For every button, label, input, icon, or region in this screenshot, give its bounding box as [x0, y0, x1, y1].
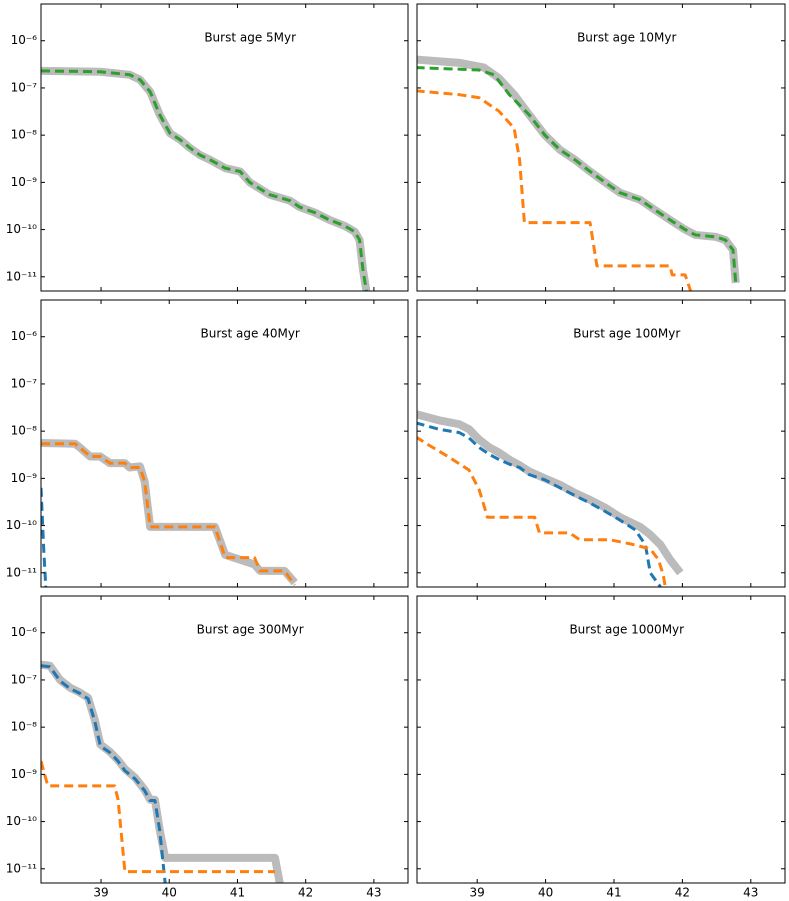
x-tick-label: 42	[298, 886, 313, 900]
line-series	[41, 760, 275, 874]
axes-frame	[416, 3, 786, 292]
x-tick-label: 39	[93, 886, 108, 900]
y-tick-label: 10⁻⁷	[11, 672, 38, 686]
plot-area	[41, 66, 371, 291]
panel-title: Burst age 100Myr	[573, 327, 680, 341]
x-tick-label: 40	[162, 886, 177, 900]
y-tick-label: 10⁻¹⁰	[6, 518, 37, 532]
panel: 10⁻⁶ 10⁻⁷ 10⁻⁸ 10⁻⁹ 10⁻¹⁰ 10⁻¹¹ Burst age 5Myr	[6, 3, 409, 292]
line-series	[41, 69, 368, 291]
y-tick-label: 10⁻¹⁰	[6, 814, 37, 828]
axes-frame	[40, 595, 409, 884]
axes-frame	[416, 595, 786, 884]
panel: 39 40 41 42 43 Burst age 1000Myr	[416, 595, 786, 900]
x-tick-label: 39	[470, 886, 485, 900]
line-series	[417, 89, 693, 291]
panel: 10⁻⁶ 10⁻⁷ 10⁻⁸ 10⁻⁹ 10⁻¹⁰ 10⁻¹¹ 39 40 41 42 43 Burs…	[6, 595, 409, 900]
panel: Burst age 10Myr	[416, 3, 786, 292]
axes-frame	[40, 3, 409, 292]
panel-title: Burst age 40Myr	[201, 327, 300, 341]
line-series	[417, 66, 738, 284]
y-tick-label: 10⁻⁸	[11, 128, 38, 142]
x-tick-label: 41	[606, 886, 621, 900]
y-tick-label: 10⁻⁹	[11, 471, 38, 485]
line-series	[41, 487, 48, 587]
y-tick-label: 10⁻¹¹	[6, 861, 37, 875]
y-tick-label: 10⁻⁶	[11, 625, 38, 639]
line-series	[417, 421, 662, 587]
y-tick-label: 10⁻¹⁰	[6, 222, 37, 236]
x-tick-label: 41	[230, 886, 245, 900]
plot-area	[41, 439, 298, 587]
line-series	[417, 435, 667, 587]
panel: Burst age 100Myr	[416, 299, 786, 588]
x-tick-label: 43	[366, 886, 381, 900]
x-tick-label: 43	[743, 886, 758, 900]
y-tick-label: 10⁻⁶	[11, 329, 38, 343]
y-tick-label: 10⁻⁷	[11, 376, 38, 390]
y-tick-label: 10⁻⁷	[11, 80, 38, 94]
axes-frame	[40, 299, 409, 588]
y-tick-label: 10⁻⁸	[11, 720, 38, 734]
line-series	[417, 410, 684, 576]
panel-title: Burst age 5Myr	[204, 31, 296, 45]
x-tick-label: 40	[538, 886, 553, 900]
line-series	[41, 442, 296, 586]
y-tick-label: 10⁻¹¹	[6, 269, 37, 283]
y-tick-label: 10⁻⁸	[11, 424, 38, 438]
panel-title: Burst age 300Myr	[197, 623, 304, 637]
axes-frame	[416, 299, 786, 588]
y-tick-label: 10⁻⁶	[11, 33, 38, 47]
line-series	[41, 664, 167, 883]
line-series	[41, 66, 371, 291]
y-tick-label: 10⁻⁹	[11, 767, 38, 781]
line-series	[417, 55, 740, 284]
panel-title: Burst age 1000Myr	[569, 623, 684, 637]
panel-title: Burst age 10Myr	[577, 31, 676, 45]
plot-area	[417, 410, 684, 587]
panel: 10⁻⁶ 10⁻⁷ 10⁻⁸ 10⁻⁹ 10⁻¹⁰ 10⁻¹¹ Burst age 40My…	[6, 299, 409, 588]
plot-area	[417, 55, 740, 291]
x-tick-label: 42	[675, 886, 690, 900]
y-tick-label: 10⁻¹¹	[6, 565, 37, 579]
plot-area	[41, 660, 284, 883]
y-tick-label: 10⁻⁹	[11, 175, 38, 189]
